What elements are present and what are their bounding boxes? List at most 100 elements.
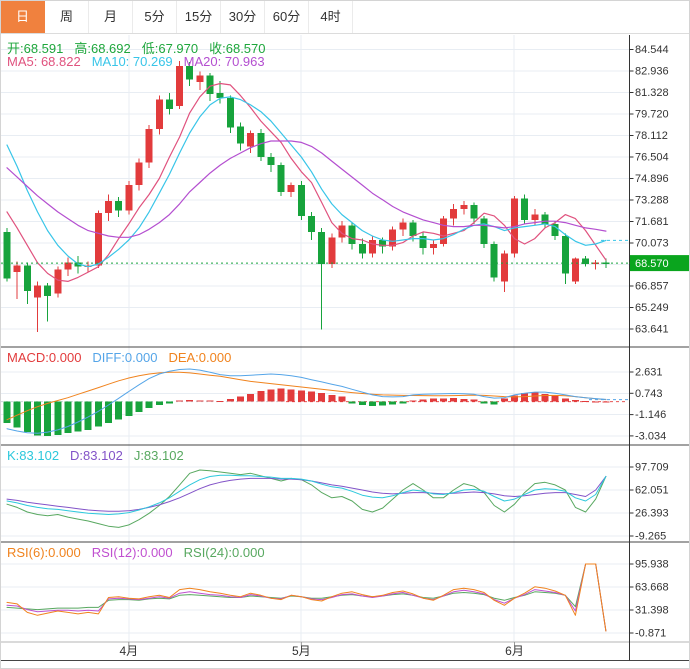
macd-bar [480, 401, 488, 404]
axis-label: -3.034 [635, 430, 666, 442]
d-line [6, 475, 607, 512]
axis-label: 62.051 [635, 485, 669, 497]
axis-label: 70.073 [635, 238, 669, 250]
axis-label: 73.288 [635, 195, 669, 207]
current-price-tag: 68.570 [629, 255, 689, 272]
axis-label: 95.938 [635, 559, 669, 571]
macd-bar [592, 401, 600, 403]
candle [165, 92, 173, 115]
candle [186, 62, 194, 87]
candle [358, 238, 366, 259]
macd-bar [94, 401, 102, 427]
macd-bar [247, 393, 255, 402]
axis-label: 2.631 [635, 367, 663, 379]
axis-label: 31.398 [635, 605, 669, 617]
macd-bar [308, 391, 315, 402]
axis-label: 63.668 [635, 582, 669, 594]
macd-legend: MACD:0.000 DIFF:0.000 DEA:0.000 [7, 350, 242, 365]
macd-bar [541, 393, 549, 402]
candle [105, 194, 112, 222]
kdj-legend-item: J:83.102 [133, 448, 184, 463]
macd-bar [429, 398, 437, 402]
tab-period-2[interactable]: 月 [89, 1, 133, 33]
j-line [6, 469, 607, 528]
rsi-legend: RSI(6):0.000 RSI(12):0.000 RSI(24):0.000 [7, 545, 276, 560]
candle [115, 197, 123, 218]
macd-bar [460, 398, 468, 402]
macd-bar [389, 401, 397, 405]
ohlc-legend-item: 收:68.570 [209, 41, 266, 56]
candle [480, 215, 488, 248]
axis-label: 97.709 [635, 462, 669, 474]
candle [521, 194, 529, 224]
candle [470, 202, 478, 224]
rsi-legend-item: RSI(6):0.000 [7, 545, 81, 560]
macd-bar [602, 401, 610, 403]
axis-label: -0.871 [635, 628, 666, 640]
candle [450, 203, 458, 226]
ohlc-legend-item: 高:68.692 [74, 41, 131, 56]
month-label: 5月 [292, 644, 311, 658]
macd-bar [551, 396, 559, 402]
tab-period-3[interactable]: 5分 [133, 1, 177, 33]
candle [582, 256, 590, 267]
tab-period-6[interactable]: 60分 [265, 1, 309, 33]
macd-bar [287, 389, 295, 402]
candle [490, 241, 498, 282]
candle [33, 281, 41, 333]
macd-bar [115, 401, 123, 420]
tab-period-0[interactable]: 日 [1, 1, 45, 33]
macd-bar [450, 398, 458, 402]
macd-bar [531, 392, 539, 402]
tab-period-7[interactable]: 4时 [309, 1, 353, 33]
candles [3, 60, 610, 333]
macd-bar [176, 400, 184, 402]
month-label: 4月 [119, 644, 138, 658]
tab-period-4[interactable]: 15分 [177, 1, 221, 33]
macd-bar [33, 401, 41, 436]
axis-label: 71.681 [635, 216, 669, 228]
macd-bar [409, 400, 417, 402]
macd-axis: 2.631 0.743 -1.146 -3.034 [629, 367, 666, 442]
candle [13, 261, 21, 299]
macd-bar [419, 399, 427, 402]
macd-bar [84, 401, 92, 430]
tab-period-1[interactable]: 周 [45, 1, 89, 33]
macd-bar [571, 399, 579, 402]
macd-bar [439, 398, 447, 402]
macd-bar [500, 398, 508, 402]
macd-bar [297, 390, 305, 402]
candle [592, 260, 600, 270]
macd-bar [318, 393, 326, 402]
axis-label: 65.249 [635, 302, 669, 314]
kdj-axis: 97.709 62.051 26.393 -9.265 [629, 462, 669, 543]
candle [247, 130, 255, 154]
tab-period-5[interactable]: 30分 [221, 1, 265, 33]
ma-legend-item: MA10: 70.269 [91, 54, 173, 69]
macd-bar [44, 401, 52, 437]
candle [429, 239, 437, 255]
macd-bar [561, 398, 569, 402]
candle [561, 233, 569, 285]
panel-frame [1, 35, 689, 661]
rsi-axis: 95.938 63.668 31.398 -0.871 [629, 559, 669, 640]
candle [125, 181, 133, 215]
axis-label: 63.641 [635, 324, 669, 336]
axis-label: -9.265 [635, 531, 666, 543]
candle [541, 211, 549, 228]
ma10-line [6, 96, 607, 268]
candle [571, 257, 579, 285]
candle [3, 227, 11, 282]
ma20-line [6, 140, 607, 238]
candle [94, 210, 102, 269]
candle [196, 71, 204, 91]
macd-bar [236, 396, 244, 402]
macd-bar [490, 401, 498, 405]
macd-bar [206, 400, 214, 402]
kdj-legend: K:83.102 D:83.102 J:83.102 [7, 448, 195, 463]
macd-bar [399, 401, 407, 404]
month-label: 6月 [505, 644, 524, 658]
macd-bar [125, 401, 133, 416]
